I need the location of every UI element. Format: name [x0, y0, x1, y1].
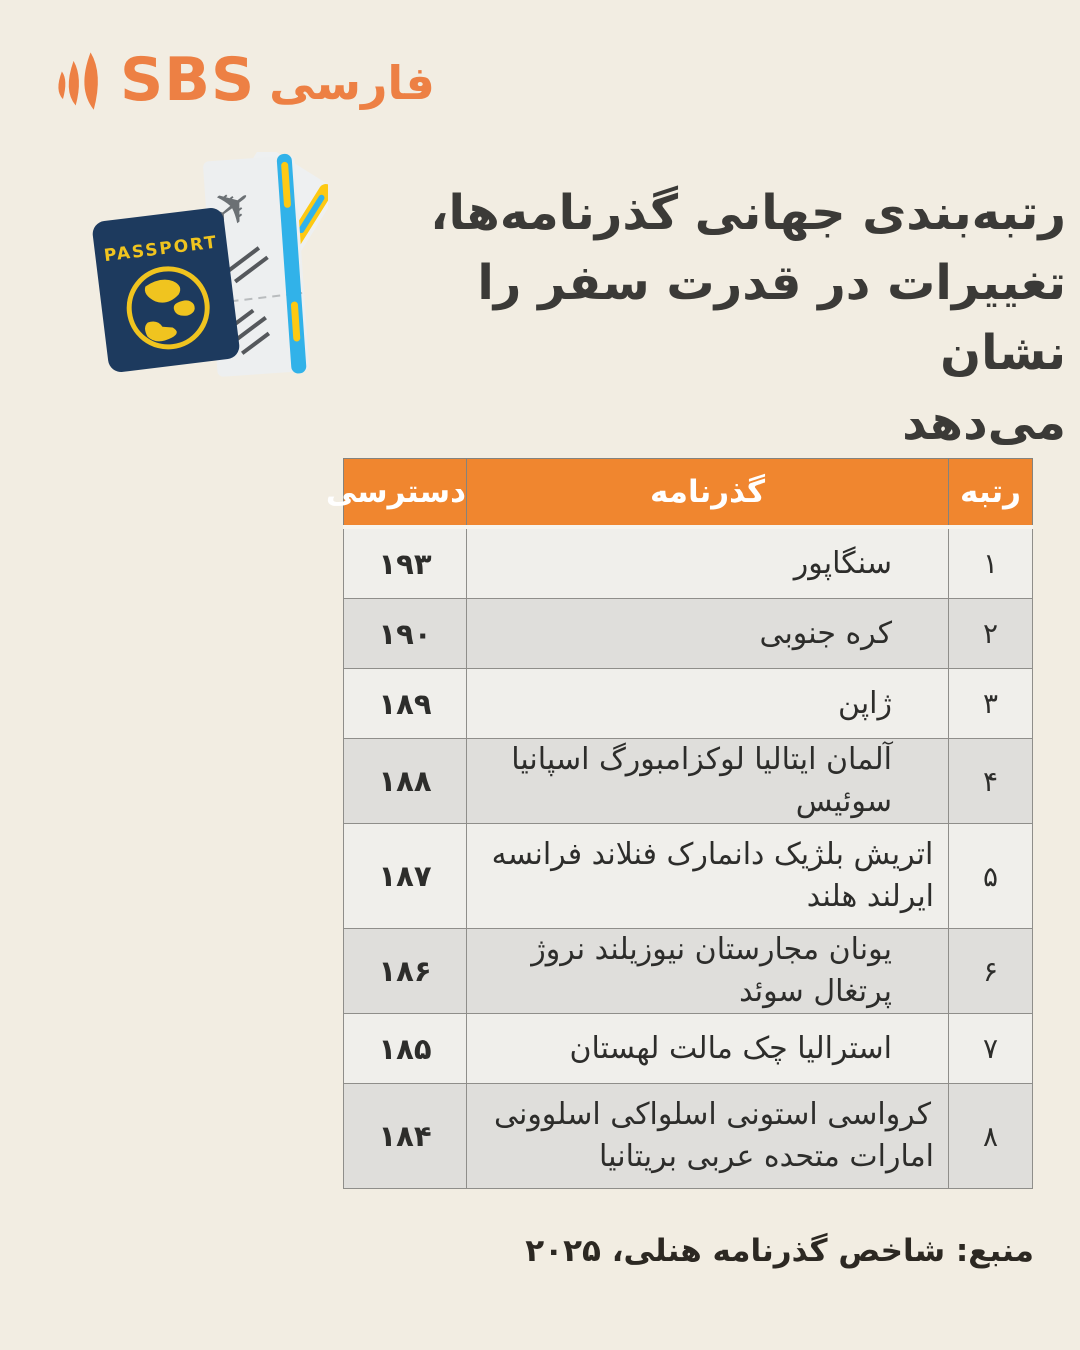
table-row: ۳ ژاپن ۱۸۹	[343, 668, 1033, 739]
page-title: رتبه‌بندی جهانی گذرنامه‌ها، تغییرات در ق…	[406, 178, 1066, 458]
access-cell: ۱۸۷	[343, 823, 467, 929]
passport-ranking-table: رتبه گذرنامه دسترسی ۱ سنگاپور ۱۹۳ ۲ کره …	[326, 458, 1033, 1189]
access-cell: ۱۹۰	[343, 598, 467, 669]
passport-cell: اتریش بلژیک دانمارک فنلاند فرانسه ایرلند…	[466, 823, 949, 929]
rank-cell: ۴	[948, 738, 1033, 824]
table-row: ۶ یونان مجارستان نیوزیلند نروژ پرتغال سو…	[343, 928, 1033, 1014]
table-row: ۴ آلمان ایتالیا لوکزامبورگ اسپانیا سوئیس…	[343, 738, 1033, 824]
passport-cover: PASSPORT	[92, 208, 240, 372]
access-cell: ۱۹۳	[343, 526, 467, 599]
table-row: ۷ استرالیا چک مالت لهستان ۱۸۵	[343, 1013, 1033, 1084]
rank-cell: ۷	[948, 1013, 1033, 1084]
title-line: رتبه‌بندی جهانی گذرنامه‌ها،	[430, 185, 1066, 241]
source-note: منبع: شاخص گذرنامه هنلی، ۲۰۲۵	[525, 1233, 1034, 1269]
table-row: ۸ کرواسی استونی اسلواکی اسلوونی امارات م…	[343, 1083, 1033, 1189]
access-cell: ۱۸۸	[343, 738, 467, 824]
logo-language-text: فارسی	[269, 56, 435, 110]
passport-cell: آلمان ایتالیا لوکزامبورگ اسپانیا سوئیس	[466, 738, 949, 824]
sbs-farsi-logo: SBS فارسی	[46, 46, 435, 114]
passport-cell: استرالیا چک مالت لهستان	[466, 1013, 949, 1084]
passport-cell: یونان مجارستان نیوزیلند نروژ پرتغال سوئد	[466, 928, 949, 1014]
rank-cell: ۲	[948, 598, 1033, 669]
title-line: تغییرات در قدرت سفر را نشان	[477, 255, 1066, 381]
rank-cell: ۱	[948, 526, 1033, 599]
access-cell: ۱۸۹	[343, 668, 467, 739]
rank-cell: ۶	[948, 928, 1033, 1014]
passport-cell: سنگاپور	[466, 526, 949, 599]
rank-cell: ۸	[948, 1083, 1033, 1189]
access-cell: ۱۸۴	[343, 1083, 467, 1189]
passport-tickets-illustration: ✈ ✈	[88, 145, 337, 391]
table-header-row: رتبه گذرنامه دسترسی	[326, 458, 1033, 529]
sbs-mercator-icon	[58, 52, 98, 110]
table-row: ۱ سنگاپور ۱۹۳	[343, 526, 1033, 599]
table-row: ۵ اتریش بلژیک دانمارک فنلاند فرانسه ایرل…	[343, 823, 1033, 929]
passport-cell: کره جنوبی	[466, 598, 949, 669]
column-header-rank: رتبه	[948, 458, 1033, 529]
rank-cell: ۳	[948, 668, 1033, 739]
title-line: می‌دهد	[902, 395, 1066, 451]
rank-cell: ۵	[948, 823, 1033, 929]
column-header-passport: گذرنامه	[466, 458, 949, 529]
access-cell: ۱۸۵	[343, 1013, 467, 1084]
table-row: ۲ کره جنوبی ۱۹۰	[343, 598, 1033, 669]
column-header-access: دسترسی	[326, 458, 467, 529]
passport-cell: ژاپن	[466, 668, 949, 739]
logo-brand-text: SBS	[120, 45, 256, 115]
access-cell: ۱۸۶	[343, 928, 467, 1014]
passport-cell: کرواسی استونی اسلواکی اسلوونی امارات متح…	[466, 1083, 949, 1189]
